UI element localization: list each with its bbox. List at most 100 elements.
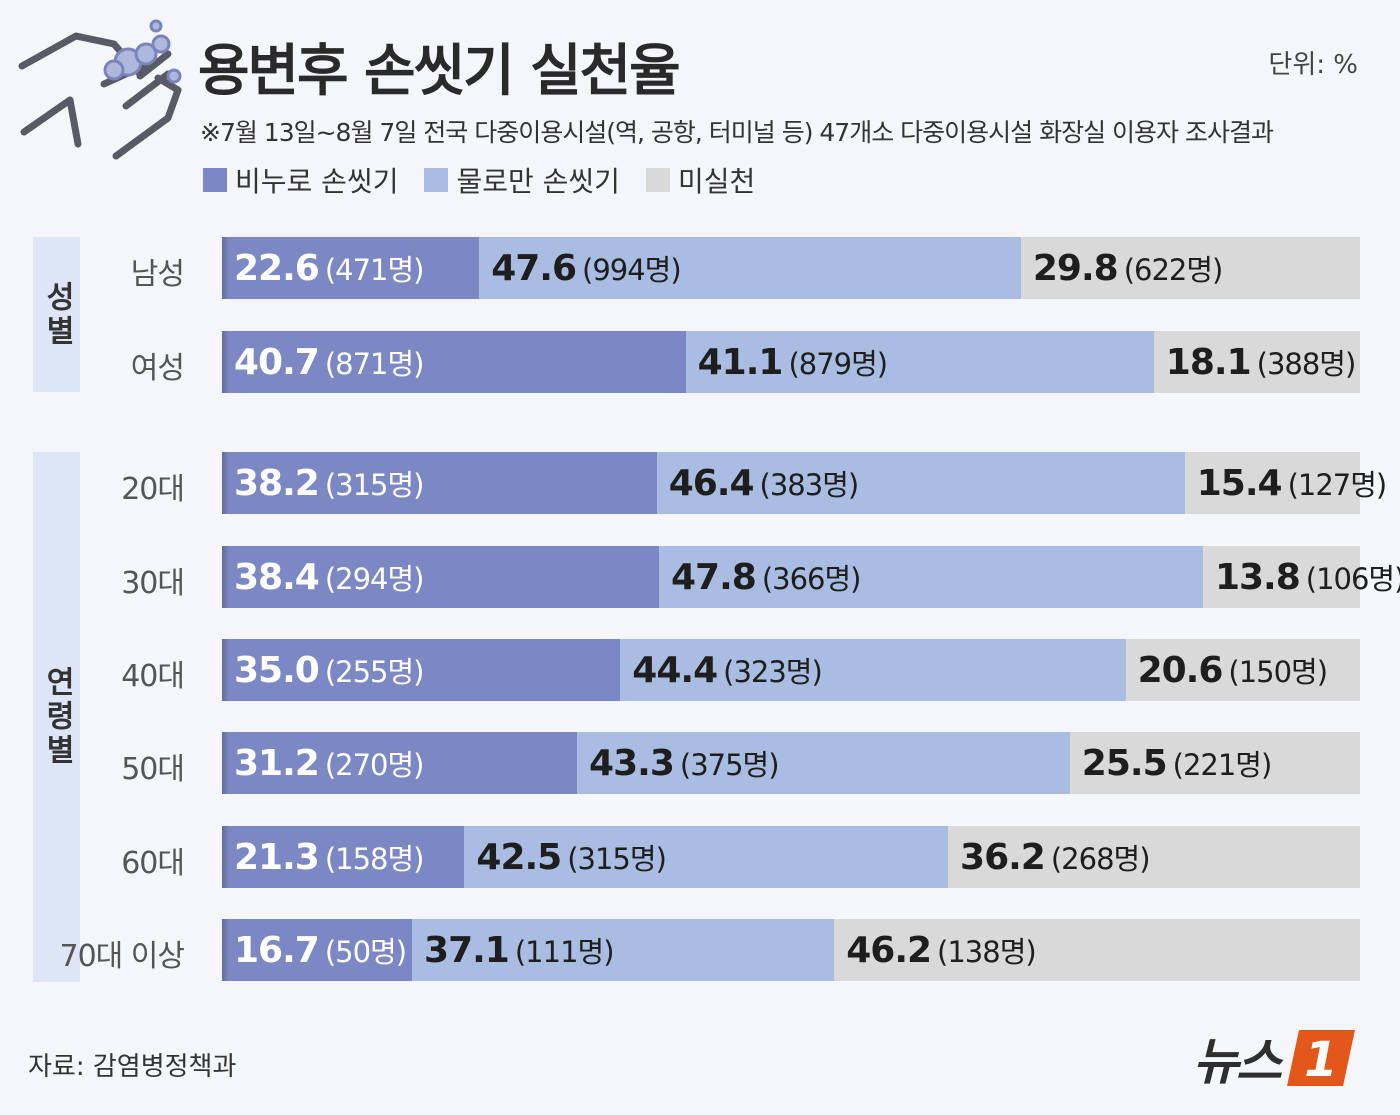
value-label: 20.6 xyxy=(1137,649,1224,691)
count-label: (366명) xyxy=(761,562,862,596)
bar-segment-water: 42.5 (315명) xyxy=(464,826,949,888)
value-label: 43.3 xyxy=(589,742,675,784)
legend-item-soap: 비누로 손씻기 xyxy=(203,160,398,200)
count-label: (375명) xyxy=(679,748,780,782)
value-label: 35.0 xyxy=(234,649,320,691)
count-label: (127명) xyxy=(1287,468,1388,502)
legend-label-soap: 비누로 손씻기 xyxy=(235,165,399,198)
value-label: 31.2 xyxy=(234,742,320,784)
bar-row: 21.3 (158명) 42.5 (315명) 36.2 (268명) xyxy=(222,826,1360,888)
count-label: (268명) xyxy=(1050,842,1151,876)
legend-label-water: 물로만 손씻기 xyxy=(456,165,620,198)
bar-row: 38.2 (315명) 46.4 (383명) 15.4 (127명) xyxy=(222,452,1387,514)
bar-row: 31.2 (270명) 43.3 (375명) 25.5 (221명) xyxy=(222,732,1360,794)
logo-text: 뉴스 xyxy=(1193,1033,1282,1091)
value-label: 36.2 xyxy=(960,836,1046,878)
count-label: (315명) xyxy=(324,468,425,502)
logo-mark-text: 1 xyxy=(1304,1032,1337,1088)
value-label: 40.7 xyxy=(234,341,320,383)
legend-swatch-water xyxy=(424,168,449,192)
bar-segment-water: 41.1 (879명) xyxy=(685,331,1154,393)
bar-segment-water: 47.6 (994명) xyxy=(479,237,1021,299)
legend-item-water: 물로만 손씻기 xyxy=(424,160,620,200)
bar-segment-water: 46.4 (383명) xyxy=(656,452,1185,514)
bar-segment-none: 20.6 (150명) xyxy=(1125,639,1360,701)
bar-row: 22.6 (471명) 47.6 (994명) 29.8 (622명) xyxy=(222,237,1360,299)
value-label: 44.4 xyxy=(632,649,718,691)
bar-edge-shadow xyxy=(222,732,229,794)
bar-segment-none: 18.1 (388명) xyxy=(1153,331,1360,393)
value-label: 37.1 xyxy=(424,929,510,971)
bar-segment-soap: 22.6 (471명) xyxy=(222,237,480,299)
chart-subtitle: ※7월 13일~8월 7일 전국 다중이용시설(역, 공항, 터미널 등) 47… xyxy=(200,118,1274,147)
value-label: 38.4 xyxy=(234,556,320,598)
value-label: 21.3 xyxy=(234,836,320,878)
count-label: (294명) xyxy=(324,562,425,596)
group-label-age: 연령별 xyxy=(33,452,80,982)
count-label: (622명) xyxy=(1123,253,1224,287)
legend-swatch-soap xyxy=(203,168,227,192)
value-label: 41.1 xyxy=(697,341,784,383)
count-label: (383명) xyxy=(759,468,860,502)
bar-segment-soap: 16.7 (50명) xyxy=(222,919,413,981)
bar-edge-shadow xyxy=(222,919,229,981)
row-label: 20대 xyxy=(121,472,185,507)
bar-segment-soap: 38.4 (294명) xyxy=(222,546,659,608)
bar-segment-none: 15.4 (127명) xyxy=(1184,452,1387,514)
chart-title: 용변후 손씻기 실천율 xyxy=(198,39,681,104)
value-label: 42.5 xyxy=(476,836,562,878)
bar-segment-soap: 38.2 (315명) xyxy=(222,452,657,514)
handwashing-icon xyxy=(18,19,182,160)
row-label: 30대 xyxy=(121,566,185,601)
bar-segment-soap: 31.2 (270명) xyxy=(222,732,578,794)
count-label: (150명) xyxy=(1228,655,1328,689)
news1-logo: 뉴스 1 xyxy=(1193,1022,1361,1094)
bar-segment-none: 46.2 (138명) xyxy=(834,919,1360,981)
bar-segment-soap: 21.3 (158명) xyxy=(222,826,465,888)
bar-edge-shadow xyxy=(222,639,229,701)
value-label: 13.8 xyxy=(1214,556,1301,598)
bar-segment-none: 36.2 (268명) xyxy=(948,826,1360,888)
count-label: (221명) xyxy=(1172,748,1273,782)
value-label: 15.4 xyxy=(1196,462,1283,504)
count-label: (106명) xyxy=(1305,562,1400,596)
legend-label-none: 미실천 xyxy=(677,165,756,198)
bar-edge-shadow xyxy=(222,331,229,393)
legend-swatch-none xyxy=(645,168,670,192)
count-label: (994명) xyxy=(582,253,682,287)
row-label: 여성 xyxy=(130,351,185,386)
bar-segment-none: 25.5 (221명) xyxy=(1069,732,1360,794)
bar-segment-water: 37.1 (111명) xyxy=(412,919,835,981)
count-label: (871명) xyxy=(324,347,425,381)
row-label: 40대 xyxy=(121,659,185,694)
bar-row: 38.4 (294명) 47.8 (366명) 13.8 (106명) xyxy=(222,546,1400,608)
count-label: (388명) xyxy=(1256,347,1357,381)
count-label: (255명) xyxy=(324,655,425,689)
legend: 비누로 손씻기 물로만 손씻기 미실천 xyxy=(203,160,755,200)
value-label: 46.2 xyxy=(846,929,932,971)
value-label: 29.8 xyxy=(1032,247,1119,289)
source-note: 자료: 감염병정책과 xyxy=(28,1052,237,1082)
count-label: (471명) xyxy=(324,253,425,287)
row-label: 70대 이상 xyxy=(59,939,185,974)
count-label: (270명) xyxy=(324,748,425,782)
bar-segment-soap: 35.0 (255명) xyxy=(222,639,621,701)
row-label: 60대 xyxy=(121,846,185,881)
bar-segment-water: 47.8 (366명) xyxy=(658,546,1203,608)
row-label: 남성 xyxy=(130,257,185,292)
value-label: 46.4 xyxy=(668,462,755,504)
count-label: (158명) xyxy=(324,842,425,876)
row-label: 50대 xyxy=(121,752,185,787)
count-label: (879명) xyxy=(788,347,888,381)
bar-row: 35.0 (255명) 44.4 (323명) 20.6 (150명) xyxy=(222,639,1360,701)
group-label-gender: 성별 xyxy=(33,237,80,392)
bar-segment-soap: 40.7 (871명) xyxy=(222,331,686,393)
bar-segment-none: 13.8 (106명) xyxy=(1202,546,1400,608)
count-label: (50명) xyxy=(324,935,407,969)
bar-segment-water: 43.3 (375명) xyxy=(577,732,1070,794)
bar-edge-shadow xyxy=(222,452,229,514)
value-label: 47.6 xyxy=(491,247,577,289)
value-label: 47.8 xyxy=(670,556,757,598)
legend-item-none: 미실천 xyxy=(645,160,756,200)
count-label: (323명) xyxy=(723,655,823,689)
